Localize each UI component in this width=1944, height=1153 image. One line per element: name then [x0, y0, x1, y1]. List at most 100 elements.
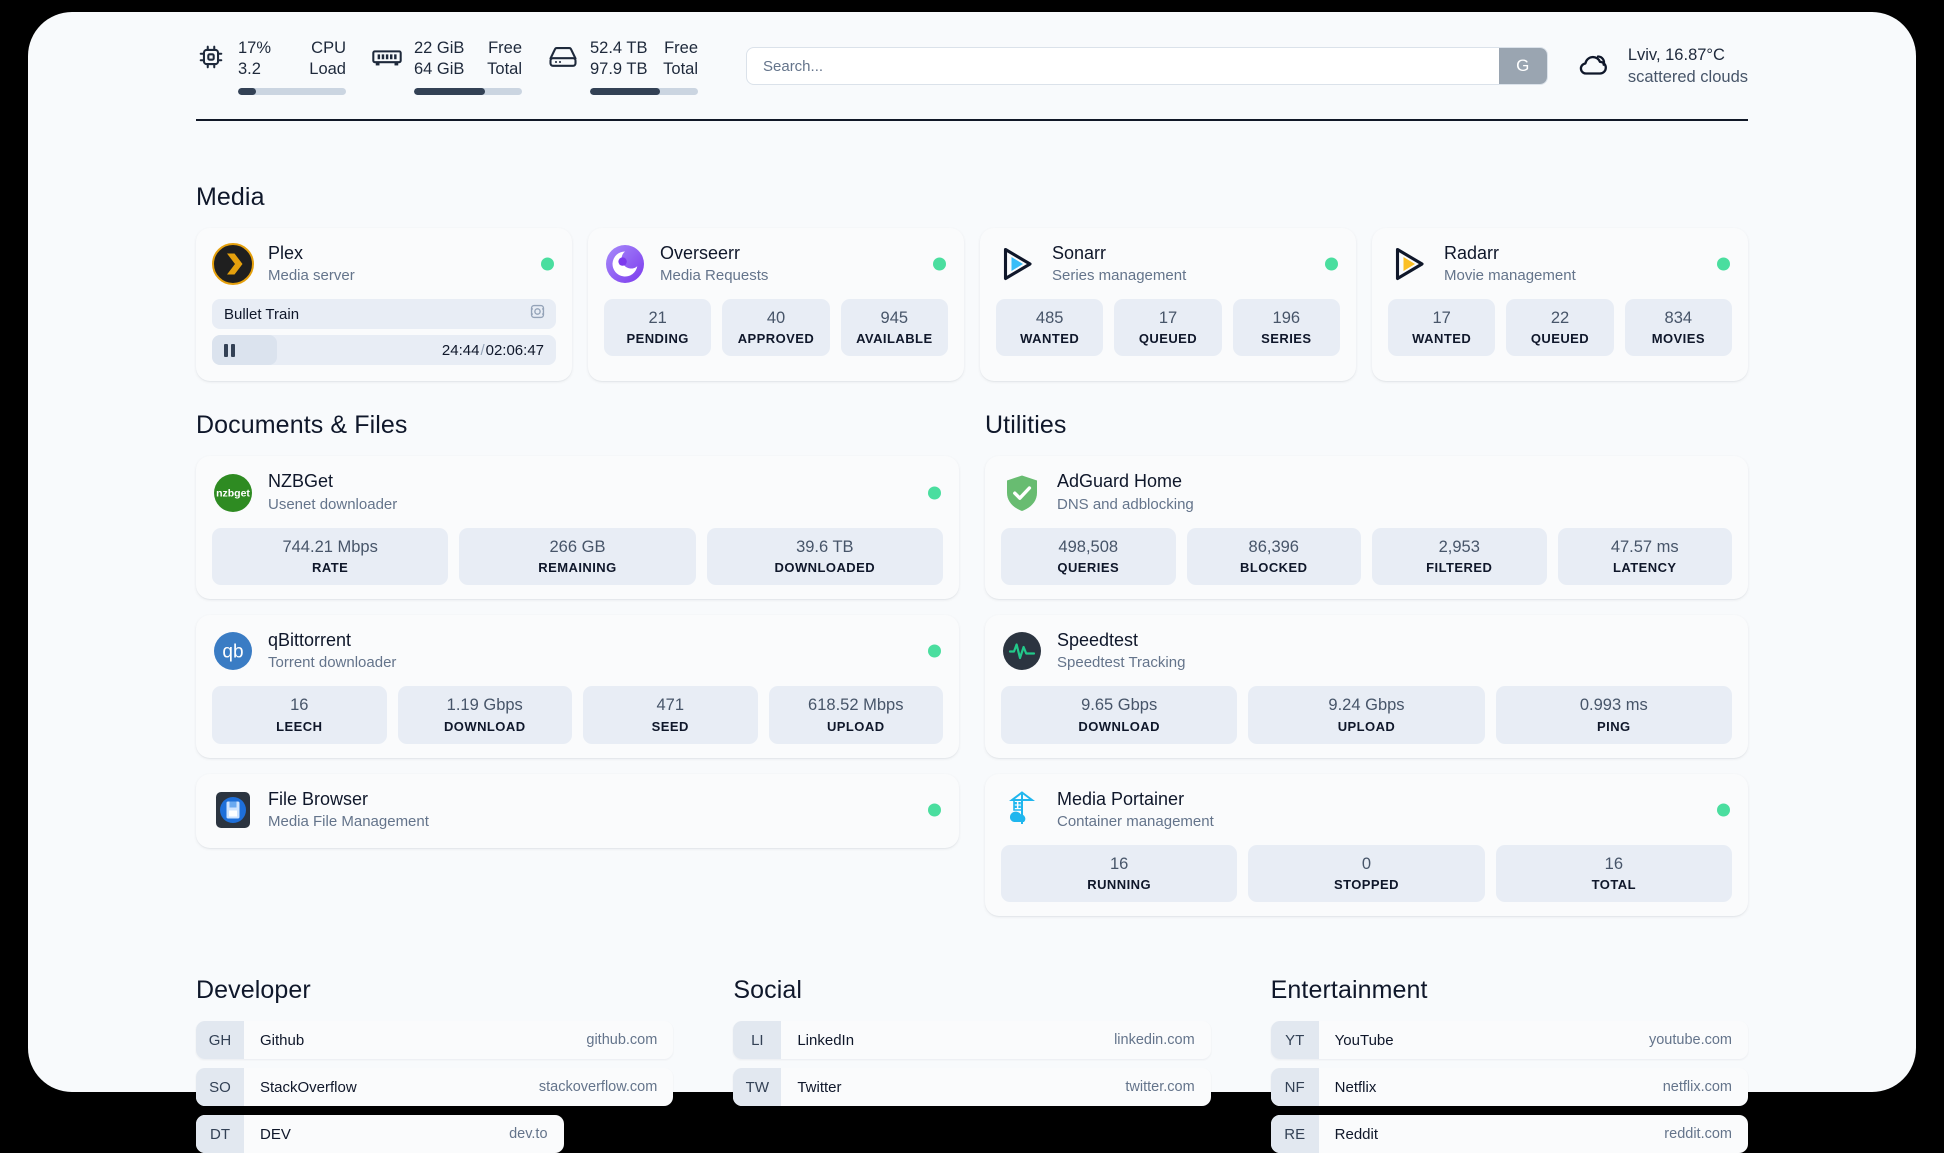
bookmark-item[interactable]: NF Netflix netflix.com [1270, 1068, 1748, 1107]
section-title-media: Media [196, 182, 265, 211]
stat-leech: 16 LEECH [212, 686, 387, 744]
bookmark-item[interactable]: GH Github github.com [196, 1021, 674, 1060]
stat-value: 945 [880, 309, 909, 328]
service-name: Radarr [1444, 242, 1500, 263]
bookmark-group-social: Social LI LinkedIn linkedin.com TW Twitter twi… [733, 976, 1211, 1153]
bookmark-url: youtube.com [1648, 1032, 1732, 1049]
service-name: Overseerr [660, 242, 741, 263]
stat-label: MOVIES [1651, 331, 1705, 347]
service-card-speedtest[interactable]: Speedtest Speedtest Tracking 9.65 Gbps DOWN… [985, 614, 1748, 758]
stat-label: STOPPED [1333, 877, 1400, 893]
speedtest-icon [1001, 630, 1043, 672]
service-description: Series management [1052, 267, 1187, 285]
bookmark-name: YouTube [1334, 1031, 1394, 1049]
service-card-overseerr[interactable]: Overseerr Media Requests 21 PENDING 40 APPROV… [588, 227, 964, 382]
cpu-icon [196, 38, 226, 76]
service-card-nzbget[interactable]: nzbget NZBGet Usenet downloader 744.21 Mbps… [196, 456, 959, 599]
stat-row: 16 RUNNING 0 STOPPED 16 TOTAL [1001, 845, 1732, 903]
resource-disk: 52.4 TB 97.9 TB Free Total [548, 38, 698, 95]
section-title-documents: Documents & Files [196, 411, 408, 440]
stat-stopped: 0 STOPPED [1248, 845, 1485, 903]
stat-label: RATE [312, 559, 349, 575]
bookmark-url: dev.to [509, 1126, 548, 1143]
bookmark-badge: SO [196, 1068, 244, 1107]
stat-queries: 498,508 QUERIES [1001, 527, 1176, 585]
stat-label: BLOCKED [1240, 559, 1308, 575]
stat-value: 16 [1604, 855, 1623, 874]
card-header: Speedtest Speedtest Tracking [1001, 629, 1732, 673]
pause-icon[interactable] [224, 343, 235, 357]
bookmark-list: LI LinkedIn linkedin.com TW Twitter twitter.c… [733, 1021, 1211, 1107]
service-name: NZBGet [268, 471, 334, 492]
bookmark-badge: RE [1270, 1115, 1319, 1153]
filebrowser-icon [212, 789, 254, 831]
utilities-column: Utilities AdGuard Home DNS and adblocking… [985, 411, 1748, 917]
stat-value: 86,396 [1248, 537, 1299, 556]
search-input[interactable]: Search... [763, 57, 824, 75]
stat-row: 16 LEECH 1.19 Gbps DOWNLOAD 471 SEED 618.52 Mb… [212, 686, 943, 744]
bookmark-item[interactable]: DT DEV dev.to [196, 1115, 564, 1153]
bookmark-badge: TW [733, 1068, 782, 1107]
stat-row: 498,508 QUERIES 86,396 BLOCKED 2,953 FILTERED… [1001, 527, 1732, 585]
bookmark-badge: YT [1270, 1021, 1319, 1060]
card-header: AdGuard Home DNS and adblocking [1001, 470, 1732, 514]
weather-condition: scattered clouds [1627, 68, 1748, 87]
service-card-radarr[interactable]: Radarr Movie management 17 WANTED 22 QUEUED 83… [1372, 227, 1748, 382]
stat-label: QUEUED [1530, 331, 1590, 347]
stat-value: 485 [1035, 309, 1064, 328]
documents-card-list: nzbget NZBGet Usenet downloader 744.21 Mbps… [196, 456, 959, 849]
stat-wanted: 485 WANTED [996, 299, 1104, 357]
section-title-utilities: Utilities [985, 411, 1067, 440]
stat-label: WANTED [1020, 331, 1080, 347]
dashboard-page: 17% 3.2 CPU Load 22 GiB 64 GiB Free Total 52.4 T… [28, 12, 1916, 1153]
status-badge [928, 486, 941, 500]
stat-label: WANTED [1412, 331, 1472, 347]
service-card-plex[interactable]: Plex Media server Bullet Train 24:44/02:06:… [196, 227, 572, 382]
adguard-icon [1001, 472, 1043, 514]
bookmark-item[interactable]: SO StackOverflow stackoverflow.com [196, 1068, 674, 1107]
header-divider [196, 118, 1748, 121]
card-header: nzbget NZBGet Usenet downloader [212, 470, 943, 514]
cast-icon[interactable] [529, 303, 546, 325]
bookmark-group-developer: Developer GH Github github.com SO StackOverfl… [196, 976, 674, 1153]
service-card-qbittorrent[interactable]: qb qBittorrent Torrent downloader 16 LEECH 1.… [196, 614, 959, 758]
stat-value: 16 [1109, 855, 1129, 874]
stat-upload: 618.52 Mbps UPLOAD [768, 686, 943, 744]
stat-pending: 21 PENDING [604, 299, 712, 357]
stat-row: 21 PENDING 40 APPROVED 945 AVAILABLE [604, 299, 948, 357]
bookmark-item[interactable]: LI LinkedIn linkedin.com [733, 1021, 1211, 1060]
stat-ping: 0.993 ms PING [1495, 686, 1732, 744]
search-box[interactable]: Search... G [746, 47, 1548, 86]
card-header: File Browser Media File Management [212, 788, 943, 832]
service-card-adguard-home[interactable]: AdGuard Home DNS and adblocking 498,508 QUE… [985, 456, 1748, 599]
service-description: Movie management [1444, 267, 1576, 285]
status-badge [928, 803, 941, 817]
documents-column: Documents & Files nzbget NZBGet Usenet dow… [196, 411, 959, 916]
bookmark-name: Netflix [1334, 1078, 1377, 1096]
search-engine-button[interactable]: G [1498, 48, 1547, 85]
now-playing-title: Bullet Train [224, 305, 300, 323]
now-playing-row: Bullet Train [212, 299, 556, 330]
stat-label: PENDING [626, 331, 689, 347]
service-card-sonarr[interactable]: Sonarr Series management 485 WANTED 17 QUEUED… [980, 227, 1356, 382]
stat-series: 196 SERIES [1232, 299, 1340, 357]
playback-progress[interactable]: 24:44/02:06:47 [212, 335, 556, 366]
bookmark-item[interactable]: RE Reddit reddit.com [1270, 1115, 1748, 1153]
stat-value: 9.65 Gbps [1081, 696, 1158, 715]
stat-value: 17 [1158, 309, 1178, 328]
service-card-media-portainer[interactable]: Media Portainer Container management 16 RUN… [985, 773, 1748, 917]
service-card-file-browser[interactable]: File Browser Media File Management [196, 773, 959, 849]
stat-value: 196 [1272, 309, 1301, 328]
stat-row: 17 WANTED 22 QUEUED 834 MOVIES [1388, 299, 1732, 357]
stat-downloaded: 39.6 TB DOWNLOADED [706, 527, 943, 585]
bookmark-group-title: Social [733, 976, 803, 1005]
media-player: Bullet Train 24:44/02:06:47 [212, 299, 556, 366]
service-name: Plex [268, 242, 304, 263]
bookmark-group-entertainment: Entertainment YT YouTube youtube.com NF Netfl… [1270, 976, 1748, 1153]
bookmark-group-title: Developer [196, 976, 311, 1005]
bookmark-name: StackOverflow [260, 1078, 357, 1096]
bookmark-item[interactable]: YT YouTube youtube.com [1270, 1021, 1748, 1060]
bookmark-item[interactable]: TW Twitter twitter.com [733, 1068, 1211, 1107]
resource-secondary-value: 3.2 [238, 60, 261, 79]
stat-row: 485 WANTED 17 QUEUED 196 SERIES [996, 299, 1340, 357]
